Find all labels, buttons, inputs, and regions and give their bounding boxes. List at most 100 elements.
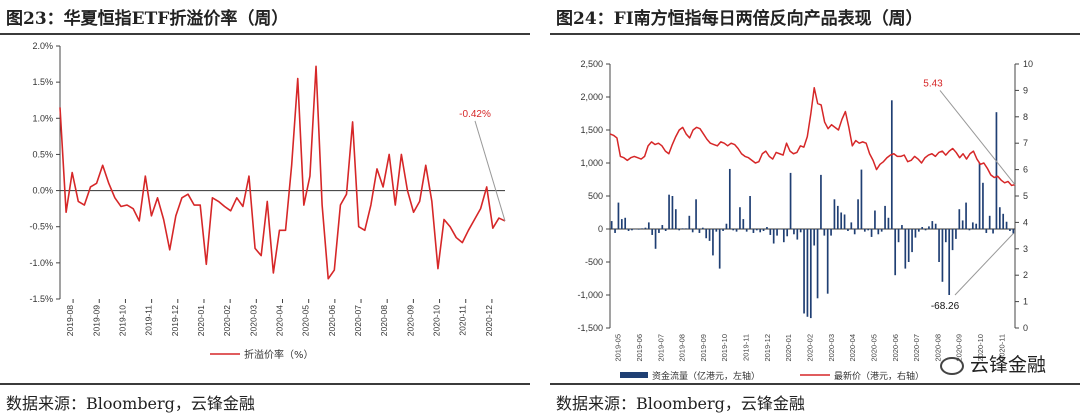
x-tick-label: 2020-10 [976,334,985,362]
y-right-tick-label: 3 [1023,244,1028,254]
x-tick-label: 2020-03 [248,305,258,336]
flow-bar [1012,229,1015,234]
flow-bar [634,229,637,230]
flow-bar [820,174,822,229]
y-tick-label: 0.5% [32,149,53,159]
price-line [609,87,1016,187]
flow-bar [924,229,927,231]
y-right-tick-label: 9 [1023,85,1028,95]
x-tick-label: 2019-10 [720,334,729,362]
flow-bar [705,229,708,239]
flow-bar [715,229,718,232]
flow-bar [877,229,880,235]
x-tick-label: 2020-11 [997,334,1006,361]
price-annotation-leader [939,90,1016,185]
flow-bar [914,229,917,238]
x-tick-label: 2020-07 [353,305,363,336]
flow-bar [698,229,701,233]
flow-bar [749,196,751,229]
x-tick-label: 2020-05 [869,334,878,362]
flow-bar [641,228,643,229]
flow-bar [732,229,735,231]
flow-bar [931,221,934,229]
y-right-tick-label: 7 [1023,138,1028,148]
flow-bar [813,229,816,246]
flow-bar [631,229,633,231]
x-tick-label: 2020-09 [955,334,964,362]
flow-bar [965,202,967,229]
x-tick-label: 2020-06 [327,305,337,336]
flow-bar [779,229,782,230]
flow-bar [610,221,613,229]
flow-bar [671,196,674,229]
flow-bar [755,229,758,231]
flow-annotation-label: -68.26 [931,301,960,312]
flow-bar [661,225,664,229]
flow-bar [836,205,839,229]
flow-bar [722,229,724,231]
flow-bar [614,229,616,233]
flow-bar [897,229,900,243]
flow-bar [948,229,951,295]
x-tick-label: 2019-08 [678,334,687,362]
flow-bar [971,222,974,229]
flow-bar [664,229,667,231]
flow-bar [826,229,829,294]
flow-bar [863,229,866,232]
x-tick-label: 2019-05 [614,334,623,362]
flow-bar [651,229,654,235]
flow-bar [928,226,930,229]
flow-bar [654,229,657,249]
flow-bar [745,229,748,232]
flow-bar [968,229,971,231]
y-left-tick-label: -1,500 [577,323,603,333]
figure-23-title: 图23：华夏恒指ETF折溢价率（周） [6,9,289,29]
source-rule [550,383,1080,385]
x-tick-label: 2019-08 [65,305,75,336]
flow-bar [890,100,893,229]
flow-bar [944,229,947,243]
annotation-leader [474,120,506,222]
flow-bar [857,199,859,229]
figure-24-title: 图24：FI南方恒指每日两倍反向产品表现（周） [556,9,923,29]
flow-bar [1009,229,1011,231]
flow-bar [685,228,687,229]
flow-bar [860,169,863,229]
flow-bar [853,229,856,235]
flow-bar [718,229,721,269]
inverse-product-chart: 2,500 2,000 1,500 1,000 500 0 -500 -1,000 -1,500… [577,59,1033,381]
flow-bar [695,199,697,229]
flow-bar [955,229,957,239]
y-right-tick-label: 4 [1023,217,1028,227]
y-left-tick-label: 1,000 [580,158,603,168]
flow-bar [725,223,728,229]
x-tick-label: 2019-11 [144,305,154,336]
flow-bar [674,209,677,229]
figure-24-panel: 图24：FI南方恒指每日两倍反向产品表现（周） 2,500 2,000 1,500 1… [550,0,1080,415]
flow-bar [620,219,623,229]
x-tick-label: 2019-12 [763,334,772,362]
flow-bar [691,229,694,233]
flow-bar [840,212,843,229]
flow-bar [1005,221,1008,229]
flow-bar [934,223,937,229]
x-tick-label: 2020-08 [933,334,942,362]
legend-label-flow: 资金流量（亿港元，左轴） [652,370,760,381]
flow-bar [637,229,640,230]
title-rule [550,33,1080,35]
x-tick-label: 2020-11 [458,305,468,336]
flow-bar [867,229,870,231]
y-tick-label: -1.0% [29,258,53,268]
flow-bar [806,229,809,317]
flow-bar [1002,213,1005,229]
y-left-tick-label: -1,000 [577,290,603,300]
flow-bar [833,199,836,229]
flow-bar [786,229,789,237]
flow-bar [644,227,647,229]
flow-bar [830,229,832,236]
flow-bar [688,215,691,229]
y-right-tick-label: 8 [1023,112,1028,122]
y-left-tick-label: -500 [585,257,603,267]
figure-23-panel: 图23：华夏恒指ETF折溢价率（周） 2.0% 1.5% 1.0% 0.5% 0.0% -… [0,0,530,415]
flow-bar [799,229,802,233]
